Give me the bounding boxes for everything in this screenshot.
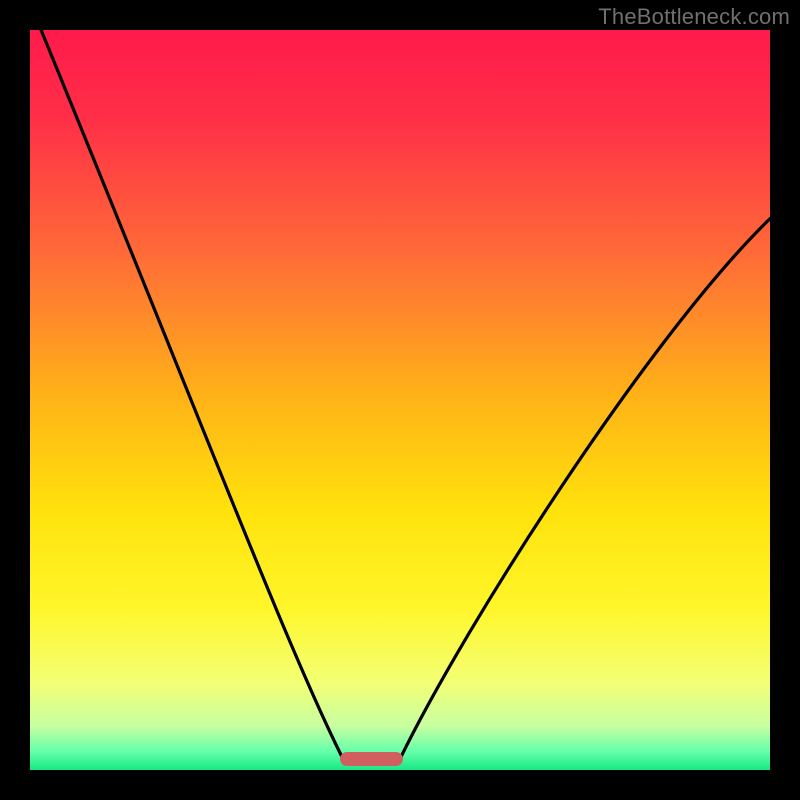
minimum-marker [340,752,403,767]
left-curve [41,30,343,759]
chart-frame: TheBottleneck.com [0,0,800,800]
curve-layer [30,30,770,770]
watermark-text: TheBottleneck.com [598,4,790,30]
right-curve [400,219,770,759]
plot-area [30,30,770,770]
